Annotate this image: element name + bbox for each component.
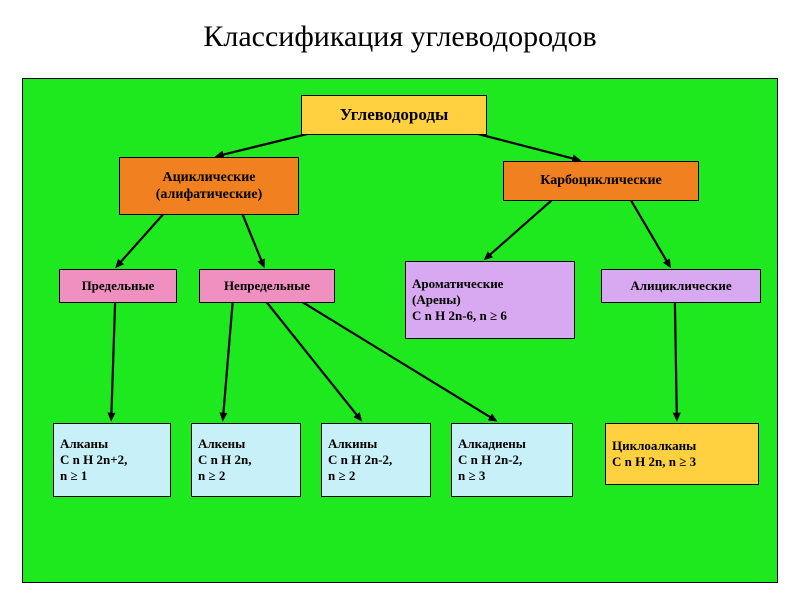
node-text: C n H 2n-2,: [328, 452, 392, 468]
node-text: n ≥ 2: [198, 468, 225, 484]
node-text: C n H 2n-2,: [458, 452, 522, 468]
node-text: Углеводороды: [340, 104, 449, 125]
node-alkenes: АлкеныC n H 2n,n ≥ 2: [191, 423, 301, 497]
node-text: C n H 2n,: [198, 452, 251, 468]
node-alkadienes: АлкадиеныC n H 2n-2,n ≥ 3: [451, 423, 573, 497]
node-text: n ≥ 1: [60, 468, 87, 484]
node-text: Непредельные: [224, 278, 310, 294]
node-text: C n H 2n-6, n ≥ 6: [412, 308, 507, 324]
node-text: Ароматические: [412, 276, 503, 292]
page-title: Классификация углеводородов: [0, 0, 800, 66]
node-text: n ≥ 3: [458, 468, 485, 484]
node-text: Алкадиены: [458, 436, 526, 452]
node-text: Алкины: [328, 436, 377, 452]
node-text: Алканы: [60, 436, 108, 452]
node-root: Углеводороды: [301, 95, 487, 135]
node-alkynes: АлкиныC n H 2n-2,n ≥ 2: [321, 423, 431, 497]
node-alkanes: АлканыC n H 2n+2,n ≥ 1: [53, 423, 171, 497]
arrows-layer: [23, 79, 777, 582]
node-aromatic: Ароматические(Арены)C n H 2n-6, n ≥ 6: [405, 261, 575, 339]
node-acyclic: Ациклические(алифатические): [119, 157, 299, 215]
node-text: Алкены: [198, 436, 245, 452]
node-text: Карбоциклические: [540, 172, 662, 190]
node-text: Ациклические: [162, 169, 255, 187]
node-text: (алифатические): [156, 186, 262, 204]
node-saturated: Предельные: [59, 269, 177, 303]
node-unsaturated: Непредельные: [199, 269, 335, 303]
node-carbocyclic: Карбоциклические: [503, 161, 699, 201]
diagram-canvas: Углеводороды Ациклические(алифатические) К…: [22, 78, 778, 583]
node-cycloalkanes: ЦиклоалканыC n H 2n, n ≥ 3: [605, 423, 759, 485]
node-text: Предельные: [82, 278, 155, 294]
node-text: C n H 2n+2,: [60, 452, 127, 468]
node-text: n ≥ 2: [328, 468, 355, 484]
node-text: C n H 2n, n ≥ 3: [612, 454, 696, 470]
node-text: Циклоалканы: [612, 438, 696, 454]
node-alicyclic: Алициклические: [601, 269, 761, 303]
node-text: (Арены): [412, 292, 461, 308]
node-text: Алициклические: [630, 278, 731, 294]
